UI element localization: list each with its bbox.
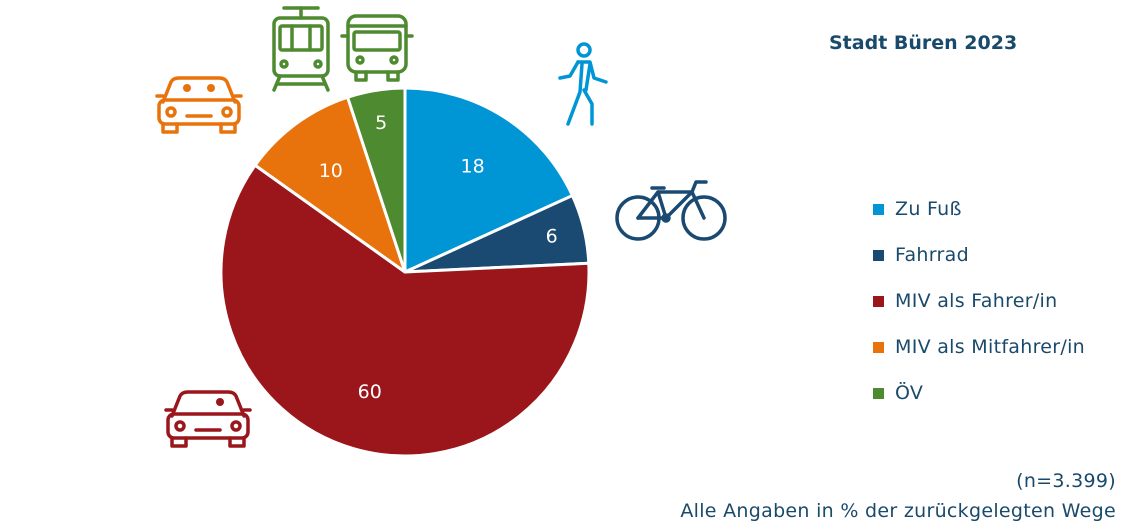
bus-icon: [340, 14, 414, 82]
pie-slice: [346, 86, 407, 274]
car-driver-icon: [164, 390, 252, 448]
pie-slice-label: 6: [546, 225, 558, 247]
legend-label: Zu Fuß: [895, 198, 962, 220]
bicycle-icon: [615, 180, 727, 241]
legend-swatch: [873, 249, 884, 261]
pie-slices: [219, 86, 591, 458]
legend-label: ÖV: [895, 382, 924, 404]
legend-label: MIV als Mitfahrer/in: [895, 336, 1086, 358]
pie-slice: [403, 86, 574, 274]
legend-swatch: [873, 387, 884, 399]
tram-icon: [272, 6, 330, 92]
legend-item-zu-fuss: Zu Fuß: [873, 186, 1085, 232]
pedestrian-icon: [558, 42, 608, 126]
legend-swatch: [873, 341, 884, 353]
pie-slice-label: 5: [375, 112, 387, 134]
pie-slice-label: 10: [319, 160, 343, 182]
sample-size-note: (n=3.399): [1016, 470, 1116, 492]
legend-swatch: [873, 203, 884, 215]
legend-item-fahrrad: Fahrrad: [873, 232, 1085, 278]
legend-label: Fahrrad: [895, 244, 969, 266]
legend-item-miv-mitfahrer: MIV als Mitfahrer/in: [873, 324, 1085, 370]
chart-title: Stadt Büren 2023: [829, 32, 1018, 54]
legend-item-miv-fahrer: MIV als Fahrer/in: [873, 278, 1085, 324]
pie-slice: [219, 163, 591, 458]
pie-slice: [253, 95, 407, 274]
legend: Zu Fuß Fahrrad MIV als Fahrer/in MIV als…: [873, 186, 1085, 416]
legend-label: MIV als Fahrer/in: [895, 290, 1058, 312]
units-note: Alle Angaben in % der zurückgelegten Weg…: [680, 500, 1116, 522]
pie-slice-label: 18: [461, 156, 485, 178]
pie-slice-label: 60: [358, 381, 382, 403]
car-passenger-icon: [155, 76, 243, 134]
pie-slice-labels: 18 6 60 10 5: [319, 112, 558, 403]
legend-swatch: [873, 295, 884, 307]
legend-item-oev: ÖV: [873, 370, 1085, 416]
